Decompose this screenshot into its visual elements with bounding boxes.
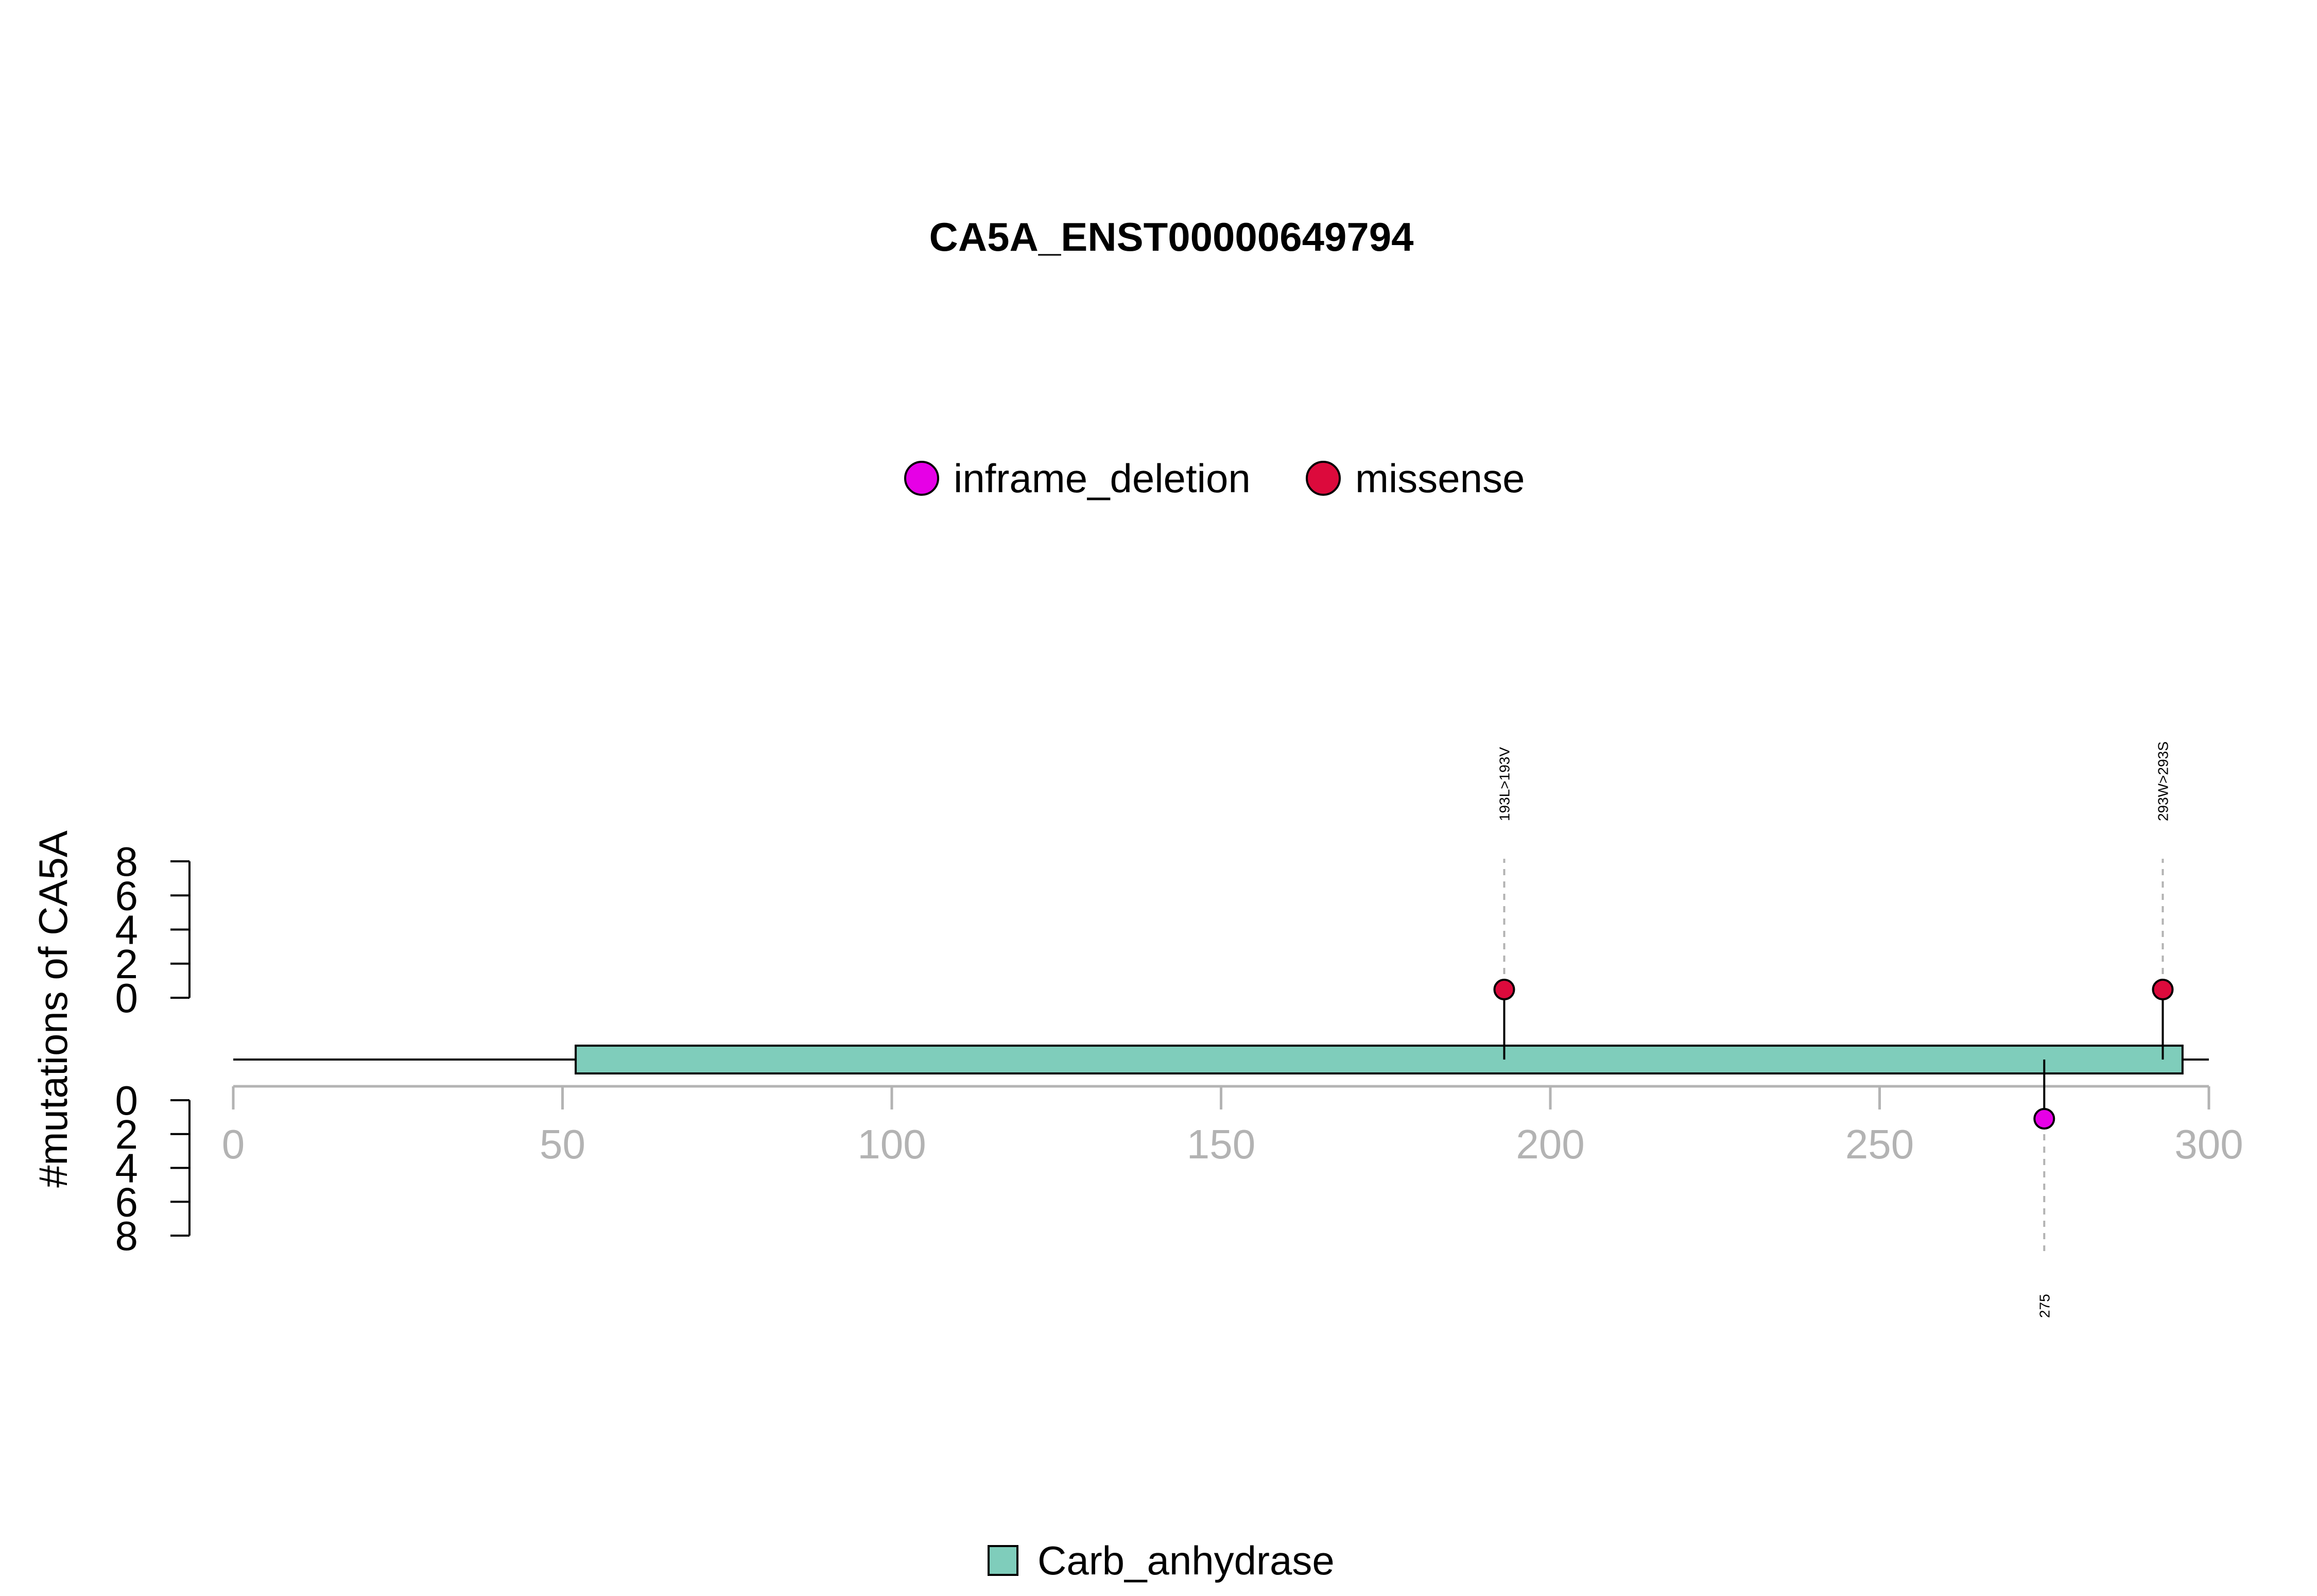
y-top-tick-label-0: 0 — [115, 975, 139, 1021]
y-top-tick-label-6: 6 — [115, 873, 139, 918]
y-bottom-tick-label-2: 2 — [115, 1112, 139, 1157]
y-top-tick-label-4: 4 — [115, 907, 139, 953]
mutation-point-275 — [2033, 1108, 2055, 1130]
y-top-tick-label-8: 8 — [115, 839, 139, 884]
x-tick-label-300: 300 — [2174, 1121, 2243, 1167]
legend-label-inframe_deletion: inframe_deletion — [954, 456, 1251, 501]
mutation-point-293 — [2152, 979, 2174, 1000]
y-top-tick-label-2: 2 — [115, 941, 139, 987]
y-bottom-tick-label-8: 8 — [115, 1213, 139, 1259]
mutation-label-293: 293W>293S — [2155, 741, 2171, 821]
protein-backbone — [233, 1045, 2209, 1074]
y-bottom-tick-label-6: 6 — [115, 1179, 139, 1225]
legend-marker-inframe_deletion — [904, 461, 939, 496]
mutation-markers: 193L>193V 293W>293S 275 — [1493, 741, 2174, 1318]
mutation-type-legend: inframe_deletion missense — [904, 456, 1525, 501]
legend-marker-missense — [1306, 461, 1341, 496]
y-bottom-tick-label-4: 4 — [115, 1146, 139, 1191]
x-tick-label-150: 150 — [1187, 1121, 1255, 1167]
y-axis-label: #mutations of CA5A — [30, 830, 76, 1188]
x-tick-label-200: 200 — [1516, 1121, 1584, 1167]
chart-title: CA5A_ENST00000649794 — [929, 214, 1414, 259]
x-tick-label-100: 100 — [857, 1121, 926, 1167]
domain-legend-label-Carb_anhydrase: Carb_anhydrase — [1038, 1538, 1335, 1583]
domain-legend-swatch-Carb_anhydrase — [988, 1545, 1018, 1576]
x-tick-label-0: 0 — [222, 1121, 245, 1167]
mutation-point-193 — [1493, 979, 1515, 1000]
x-tick-label-250: 250 — [1845, 1121, 1914, 1167]
x-axis: 0 50 100 150 200 250 300 — [222, 1085, 2243, 1167]
legend-label-missense: missense — [1355, 456, 1525, 501]
y-bottom-tick-label-0: 0 — [115, 1078, 139, 1123]
mutation-label-193: 193L>193V — [1496, 747, 1512, 821]
domain-Carb_anhydrase — [575, 1045, 2184, 1074]
domain-legend: Carb_anhydrase — [988, 1538, 1335, 1583]
mutation-label-275: 275 — [2036, 1294, 2052, 1318]
x-tick-label-50: 50 — [540, 1121, 585, 1167]
